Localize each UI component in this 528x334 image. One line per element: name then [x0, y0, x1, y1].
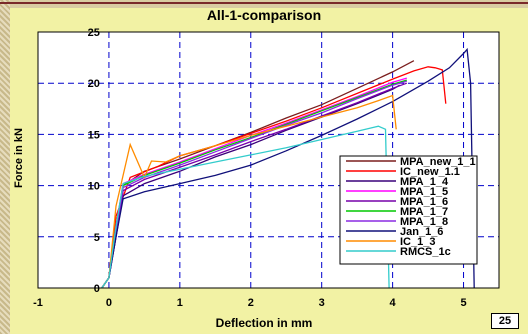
series-line [101, 66, 447, 289]
legend: MPA_new_1_1IC_new_1.1MPA_1_4MPA_1_5MPA_1… [339, 155, 478, 265]
legend-label: MPA_new_1_1 [400, 156, 476, 168]
legend-label: MPA_1_5 [400, 186, 448, 198]
x-tick-label: 5 [460, 297, 466, 309]
y-tick-label: 20 [88, 78, 100, 90]
legend-label: MPA_1_7 [400, 206, 448, 218]
y-tick-label: 0 [94, 283, 100, 295]
series-group [101, 47, 475, 289]
legend-box [339, 155, 478, 265]
series-line [101, 80, 407, 289]
series-line [101, 94, 397, 289]
page-badge: 25 [491, 313, 519, 329]
series-line [101, 125, 390, 289]
legend-label: IC_1_3 [400, 236, 435, 248]
legend-label: IC_new_1.1 [400, 166, 460, 178]
y-tick-label: 25 [88, 27, 100, 39]
x-tick-label: 4 [390, 297, 397, 309]
x-tick-label: 1 [177, 297, 183, 309]
x-axis-label: Deflection in mm [215, 316, 313, 330]
legend-label: MPA_1_8 [400, 216, 448, 228]
chart-title: All-1-comparison [206, 7, 322, 23]
y-axis-label: Force in kN [13, 128, 25, 188]
y-tick-label: 10 [88, 181, 100, 193]
legend-label: RMCS_1c [400, 246, 451, 258]
plot-frame [37, 31, 500, 289]
x-tick-label: -1 [33, 297, 43, 309]
hatched-border [0, 0, 10, 334]
y-tick-label: 15 [88, 129, 100, 141]
x-tick-label: 3 [319, 297, 325, 309]
legend-label: MPA_1_6 [400, 196, 448, 208]
x-tick-label: 0 [106, 297, 112, 309]
x-tick-label: 2 [248, 297, 254, 309]
tick-labels: -1 0 1 2 3 4 5 0 5 10 15 20 25 [33, 27, 466, 309]
legend-label: MPA_1_4 [400, 176, 449, 188]
legend-label: Jan_1_6 [400, 226, 443, 238]
y-tick-label: 5 [94, 232, 100, 244]
top-rule [0, 2, 528, 4]
